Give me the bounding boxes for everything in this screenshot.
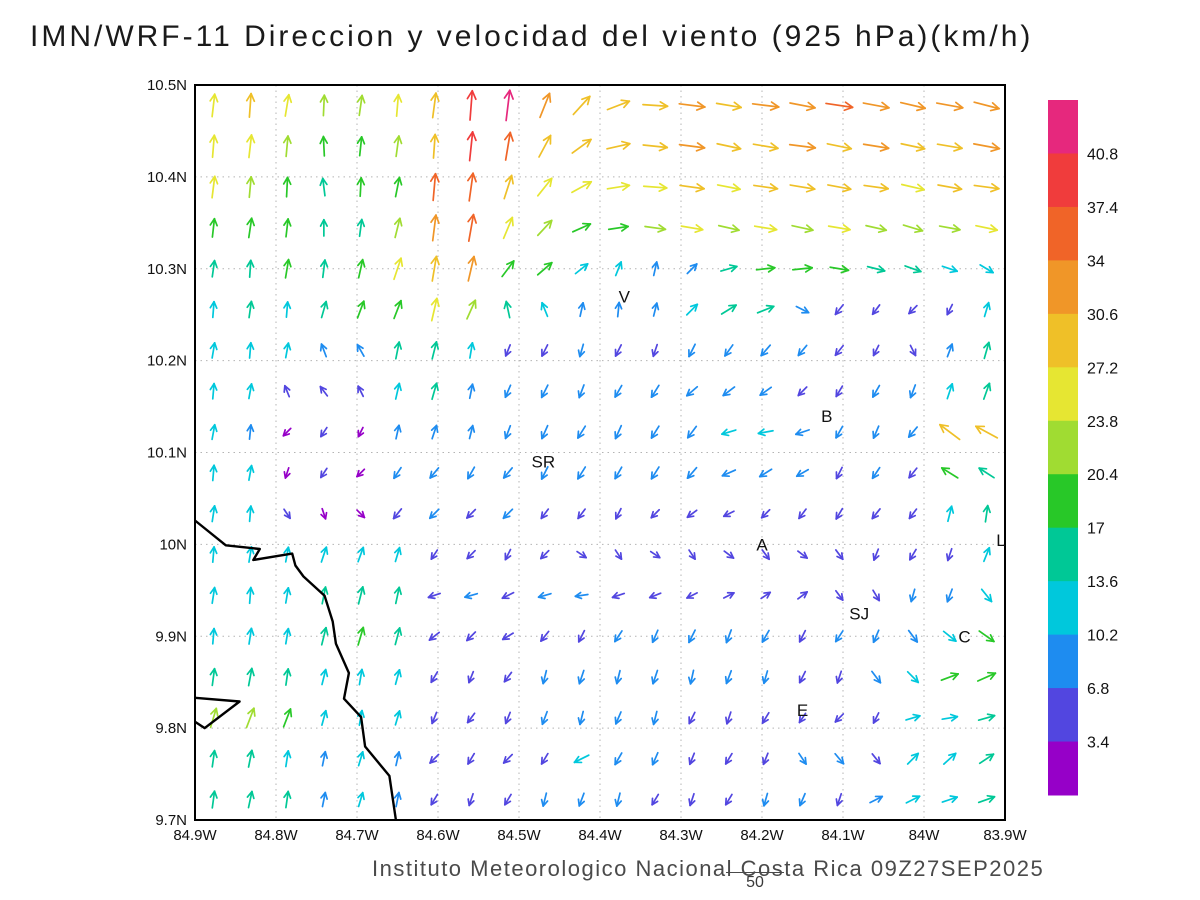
svg-text:83.9W: 83.9W (983, 827, 1027, 844)
svg-text:84.4W: 84.4W (578, 827, 622, 844)
svg-text:10.2: 10.2 (1087, 628, 1118, 645)
svg-text:37.4: 37.4 (1087, 200, 1118, 217)
x-axis-tick-labels: 84.9W 84.8W 84.7W 84.6W 84.5W 84.4W 84.3W 84.2W… (173, 827, 1027, 844)
colorbar-labels: 40.8 37.4 34 30.6 27.2 23.8 20.4 17 13.6 10.2 6.8 3… (1087, 146, 1118, 751)
coastline (194, 519, 398, 821)
svg-text:SJ: SJ (849, 604, 869, 623)
svg-text:30.6: 30.6 (1087, 307, 1118, 324)
svg-text:SR: SR (531, 453, 555, 472)
svg-text:10.2N: 10.2N (147, 353, 187, 370)
svg-text:34: 34 (1087, 253, 1105, 270)
svg-text:B: B (821, 407, 832, 426)
svg-text:10N: 10N (159, 536, 187, 553)
svg-text:10.3N: 10.3N (147, 261, 187, 278)
svg-text:10.1N: 10.1N (147, 445, 187, 462)
svg-text:17: 17 (1087, 521, 1105, 538)
svg-text:84.9W: 84.9W (173, 827, 217, 844)
svg-text:84.3W: 84.3W (659, 827, 703, 844)
svg-text:23.8: 23.8 (1087, 414, 1118, 431)
svg-text:84.2W: 84.2W (740, 827, 784, 844)
svg-text:A: A (756, 535, 768, 554)
svg-text:C: C (958, 627, 970, 646)
svg-text:E: E (797, 701, 808, 720)
svg-text:L: L (996, 531, 1005, 550)
svg-text:V: V (619, 287, 631, 306)
svg-text:6.8: 6.8 (1087, 681, 1109, 698)
svg-text:10.4N: 10.4N (147, 169, 187, 186)
grid-lines (194, 84, 1006, 821)
svg-text:84.6W: 84.6W (416, 827, 460, 844)
chart-title: IMN/WRF-11 Direccion y velocidad del vie… (30, 20, 1034, 53)
station-labels: V B SR A L SJ C E (531, 287, 1005, 719)
wind-vector-field (209, 89, 1001, 809)
y-axis-tick-labels: 10.5N 10.4N 10.3N 10.2N 10.1N 10N 9.9N 9.8N 9.7N (147, 77, 187, 829)
svg-text:84W: 84W (909, 827, 941, 844)
svg-text:84.1W: 84.1W (821, 827, 865, 844)
svg-text:40.8: 40.8 (1087, 146, 1118, 163)
svg-text:9.9N: 9.9N (155, 628, 187, 645)
svg-text:84.5W: 84.5W (497, 827, 541, 844)
svg-text:27.2: 27.2 (1087, 360, 1118, 377)
colorbar (1048, 100, 1078, 796)
svg-text:13.6: 13.6 (1087, 574, 1118, 591)
svg-text:84.8W: 84.8W (254, 827, 298, 844)
map-frame (194, 84, 1006, 821)
svg-text:20.4: 20.4 (1087, 467, 1118, 484)
svg-text:9.8N: 9.8N (155, 720, 187, 737)
svg-text:10.5N: 10.5N (147, 77, 187, 94)
svg-text:3.4: 3.4 (1087, 735, 1109, 752)
svg-text:84.7W: 84.7W (335, 827, 379, 844)
svg-text:9.7N: 9.7N (155, 812, 187, 829)
frame-number: 50 (726, 872, 784, 892)
credit-text: Instituto Meteorologico Nacional Costa R… (372, 856, 1045, 881)
